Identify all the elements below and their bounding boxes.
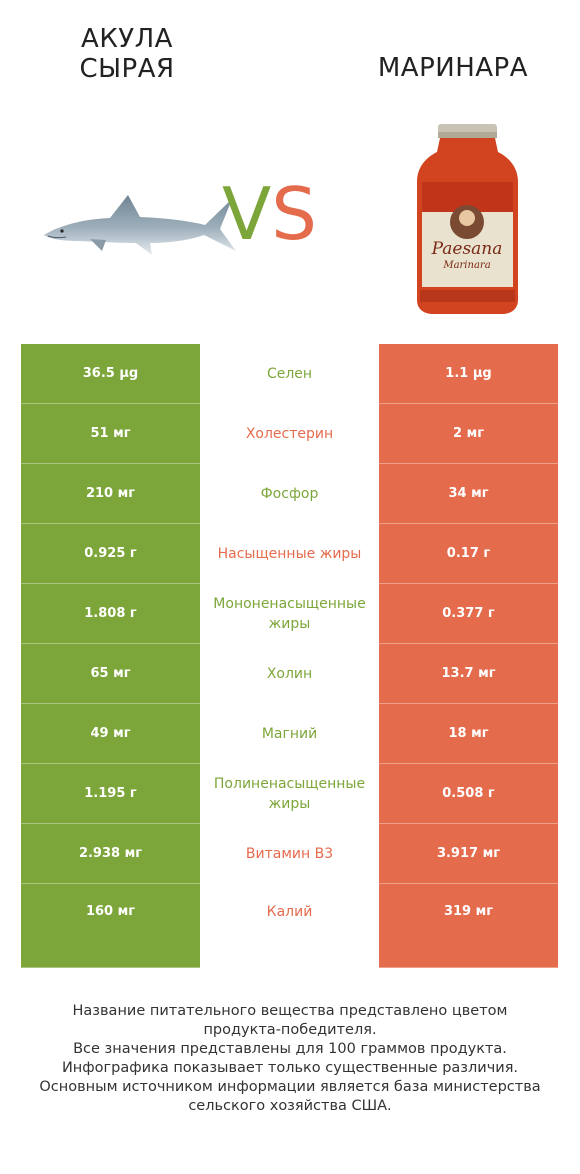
right-value: 3.917 мг <box>379 824 558 884</box>
table-row: 1.808 г Мононенасыщенные жиры 0.377 г <box>21 584 558 644</box>
right-value: 0.377 г <box>379 584 558 644</box>
left-value: 1.195 г <box>21 764 200 824</box>
left-value: 51 мг <box>21 404 200 464</box>
footer-notes: Название питательного вещества представл… <box>20 1002 560 1116</box>
right-value: 34 мг <box>379 464 558 524</box>
nutrient-name: Калий <box>200 884 379 968</box>
table-row: 160 мг Калий 319 мг <box>21 884 558 968</box>
footer-line3: Все значения представлены для 100 граммо… <box>73 1041 507 1057</box>
comparison-table: 36.5 µg Селен 1.1 µg 51 мг Холестерин 2 мг 210… <box>21 344 558 968</box>
left-value: 0.925 г <box>21 524 200 584</box>
nutrient-label: Насыщенные жиры <box>217 546 362 562</box>
right-value: 0.508 г <box>379 764 558 824</box>
footer-line6: сельского хозяйства США. <box>188 1098 392 1114</box>
nutrient-name: Селен <box>200 344 379 404</box>
left-value: 160 мг <box>21 884 200 968</box>
nutrient-name: Фосфор <box>200 464 379 524</box>
table-row: 36.5 µg Селен 1.1 µg <box>21 344 558 404</box>
right-value: 0.17 г <box>379 524 558 584</box>
vs-v: V <box>222 172 272 256</box>
left-value: 65 мг <box>21 644 200 704</box>
nutrient-name: Полиненасыщенные жиры <box>200 764 379 824</box>
nutrient-name: Холин <box>200 644 379 704</box>
table-row: 0.925 г Насыщенные жиры 0.17 г <box>21 524 558 584</box>
shark-image <box>44 195 236 255</box>
svg-text:Marinara: Marinara <box>442 260 490 271</box>
table-row: 1.195 г Полиненасыщенные жиры 0.508 г <box>21 764 558 824</box>
nutrient-label: Холестерин <box>245 426 334 442</box>
svg-text:Paesana: Paesana <box>431 239 503 259</box>
footer-line2: продукта-победителя. <box>203 1022 377 1038</box>
table-row: 51 мг Холестерин 2 мг <box>21 404 558 464</box>
nutrient-label: Полиненасыщенные жиры <box>213 776 366 812</box>
nutrient-name: Магний <box>200 704 379 764</box>
left-value: 49 мг <box>21 704 200 764</box>
left-value: 1.808 г <box>21 584 200 644</box>
footer-line1: Название питательного вещества представл… <box>72 1003 508 1019</box>
nutrient-label: Фосфор <box>260 486 319 502</box>
marinara-jar-image: Paesana Marinara <box>417 124 518 314</box>
footer-line5: Основным источником информации является … <box>39 1079 541 1095</box>
nutrient-name: Мононенасыщенные жиры <box>200 584 379 644</box>
right-value: 319 мг <box>379 884 558 968</box>
nutrient-name: Витамин B3 <box>200 824 379 884</box>
nutrient-label: Магний <box>261 726 318 742</box>
nutrient-name: Насыщенные жиры <box>200 524 379 584</box>
table-row: 2.938 мг Витамин B3 3.917 мг <box>21 824 558 884</box>
right-value: 1.1 µg <box>379 344 558 404</box>
right-product-title: МАРИНАРА <box>377 53 528 83</box>
table-row: 65 мг Холин 13.7 мг <box>21 644 558 704</box>
vs-label: VS <box>222 166 317 262</box>
nutrient-label: Мононенасыщенные жиры <box>213 596 366 632</box>
vs-s: S <box>271 172 317 256</box>
nutrient-label: Калий <box>266 904 313 920</box>
nutrient-label: Холин <box>266 666 313 682</box>
left-title-line1: АКУЛА <box>81 24 173 54</box>
left-title-line2: СЫРАЯ <box>79 54 175 84</box>
left-value: 2.938 мг <box>21 824 200 884</box>
right-value: 13.7 мг <box>379 644 558 704</box>
right-value: 2 мг <box>379 404 558 464</box>
right-value: 18 мг <box>379 704 558 764</box>
footer-line4: Инфографика показывает только существенн… <box>61 1060 519 1076</box>
left-product-title: АКУЛА СЫРАЯ <box>62 24 192 84</box>
nutrient-label: Витамин B3 <box>245 846 334 862</box>
table-row: 49 мг Магний 18 мг <box>21 704 558 764</box>
table-row: 210 мг Фосфор 34 мг <box>21 464 558 524</box>
nutrient-label: Селен <box>266 366 313 382</box>
nutrient-name: Холестерин <box>200 404 379 464</box>
left-value: 210 мг <box>21 464 200 524</box>
left-value: 36.5 µg <box>21 344 200 404</box>
